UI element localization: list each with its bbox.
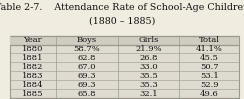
Text: 1883: 1883 — [22, 72, 43, 80]
Text: 58.7%: 58.7% — [73, 45, 100, 53]
Text: 67.0: 67.0 — [77, 63, 96, 71]
Text: 1882: 1882 — [22, 63, 43, 71]
Text: 1884: 1884 — [22, 81, 43, 89]
Bar — [10, 36, 239, 45]
Text: 45.5: 45.5 — [200, 54, 219, 62]
Text: 53.1: 53.1 — [200, 72, 219, 80]
Text: 1880: 1880 — [22, 45, 43, 53]
Text: Girls: Girls — [138, 36, 159, 44]
Text: 69.3: 69.3 — [77, 72, 96, 80]
Bar — [10, 36, 239, 98]
Text: Year: Year — [23, 36, 42, 44]
Text: 52.9: 52.9 — [200, 81, 219, 89]
Text: 21.9%: 21.9% — [135, 45, 162, 53]
Text: 35.3: 35.3 — [139, 81, 158, 89]
Text: 69.3: 69.3 — [77, 81, 96, 89]
Text: (1880 – 1885): (1880 – 1885) — [89, 17, 155, 26]
Text: 65.8: 65.8 — [77, 90, 96, 98]
Text: 41.1%: 41.1% — [196, 45, 223, 53]
Text: 26.8: 26.8 — [139, 54, 158, 62]
Text: Table 2-7.    Attendance Rate of School-Age Children: Table 2-7. Attendance Rate of School-Age… — [0, 3, 244, 12]
Text: 32.1: 32.1 — [139, 90, 158, 98]
Text: 1881: 1881 — [22, 54, 43, 62]
Text: 50.7: 50.7 — [200, 63, 219, 71]
Text: 49.6: 49.6 — [200, 90, 219, 98]
Text: Boys: Boys — [77, 36, 97, 44]
Text: 62.8: 62.8 — [77, 54, 96, 62]
Text: 1885: 1885 — [22, 90, 43, 98]
Text: Total: Total — [199, 36, 220, 44]
Text: 33.0: 33.0 — [139, 63, 158, 71]
Text: 35.5: 35.5 — [139, 72, 158, 80]
